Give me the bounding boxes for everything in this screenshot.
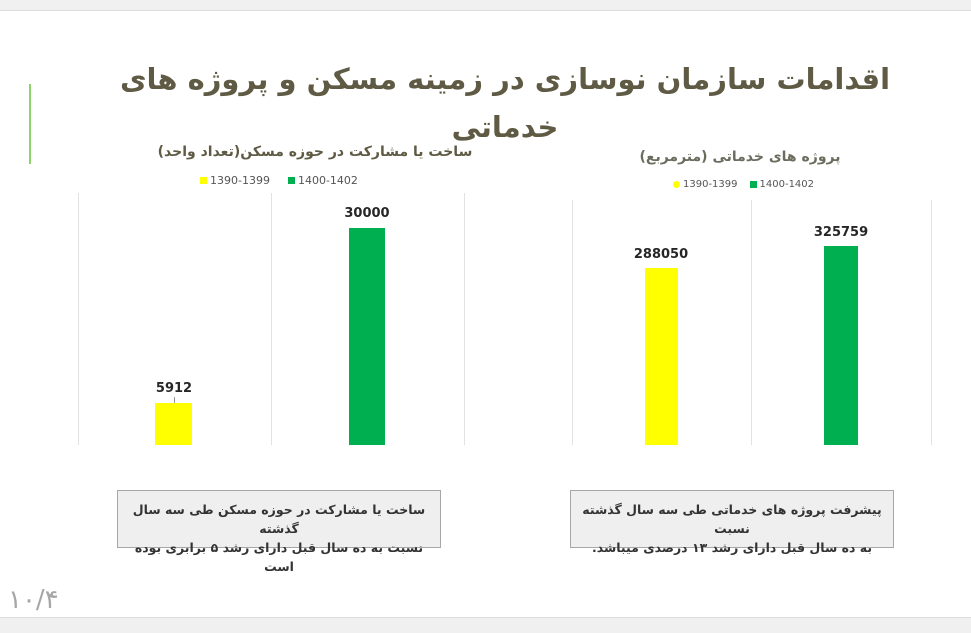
legend-item-1390-1399: 1390-1399 — [200, 174, 270, 187]
left-chart-legend: 1390-1399 1400-1402 — [200, 174, 358, 187]
caption-line: پیشرفت پروژه های خدماتی طی سه سال گذشته … — [582, 502, 882, 536]
right-caption-box: پیشرفت پروژه های خدماتی طی سه سال گذشته … — [570, 490, 894, 555]
legend-label: 1390-1399 — [210, 174, 270, 187]
data-label-5912: 5912 — [155, 381, 193, 396]
data-label-325759: 325759 — [813, 225, 869, 240]
legend-label: 1400-1402 — [297, 174, 358, 187]
page-number: ۱۰/۴ — [8, 585, 59, 615]
bar-1390-1399 — [645, 268, 678, 445]
gridline — [78, 193, 79, 445]
gridline — [271, 193, 272, 445]
green-square-icon — [749, 181, 757, 188]
data-label-30000: 30000 — [344, 206, 390, 221]
right-chart-legend: 1390-1399 1400-1402 — [673, 179, 814, 190]
legend-item-1400-1402: 1400-1402 — [287, 174, 358, 187]
leader-line — [174, 397, 175, 404]
gridline — [751, 200, 752, 445]
left-caption-box: ساخت یا مشارکت در حوزه مسکن طی سه سال گذ… — [117, 490, 441, 574]
bar-1400-1402 — [824, 246, 858, 445]
bar-1400-1402 — [349, 228, 385, 445]
caption-line: به ده سال قبل دارای رشد ۱۳ درصدی میباشد. — [591, 540, 873, 555]
legend-label: 1400-1402 — [759, 179, 815, 190]
accent-line — [29, 84, 31, 164]
gridline — [572, 200, 573, 445]
legend-item-1390-1399: 1390-1399 — [673, 179, 738, 190]
bar-1390-1399 — [155, 403, 192, 445]
left-chart-title: ساخت یا مشارکت در حوزه مسکن(تعداد واحد) — [157, 144, 473, 160]
caption-line: نسبت به ده سال قبل دارای رشد ۵ برابری بو… — [134, 540, 424, 574]
yellow-dot-icon — [673, 181, 680, 188]
caption-line: ساخت یا مشارکت در حوزه مسکن طی سه سال گذ… — [132, 502, 426, 536]
legend-item-1400-1402: 1400-1402 — [749, 179, 815, 190]
yellow-square-icon — [200, 177, 207, 184]
bottom-window-strip — [0, 617, 971, 633]
data-label-288050: 288050 — [633, 247, 689, 262]
right-chart-title: پروژه های خدماتی (مترمربع) — [639, 149, 841, 165]
gridline — [464, 193, 465, 445]
legend-label: 1390-1399 — [683, 179, 738, 190]
top-window-strip — [0, 0, 971, 11]
gridline — [931, 200, 932, 445]
slide-title: اقدامات سازمان نوسازی در زمینه مسکن و پر… — [119, 62, 891, 144]
green-square-icon — [287, 177, 295, 184]
